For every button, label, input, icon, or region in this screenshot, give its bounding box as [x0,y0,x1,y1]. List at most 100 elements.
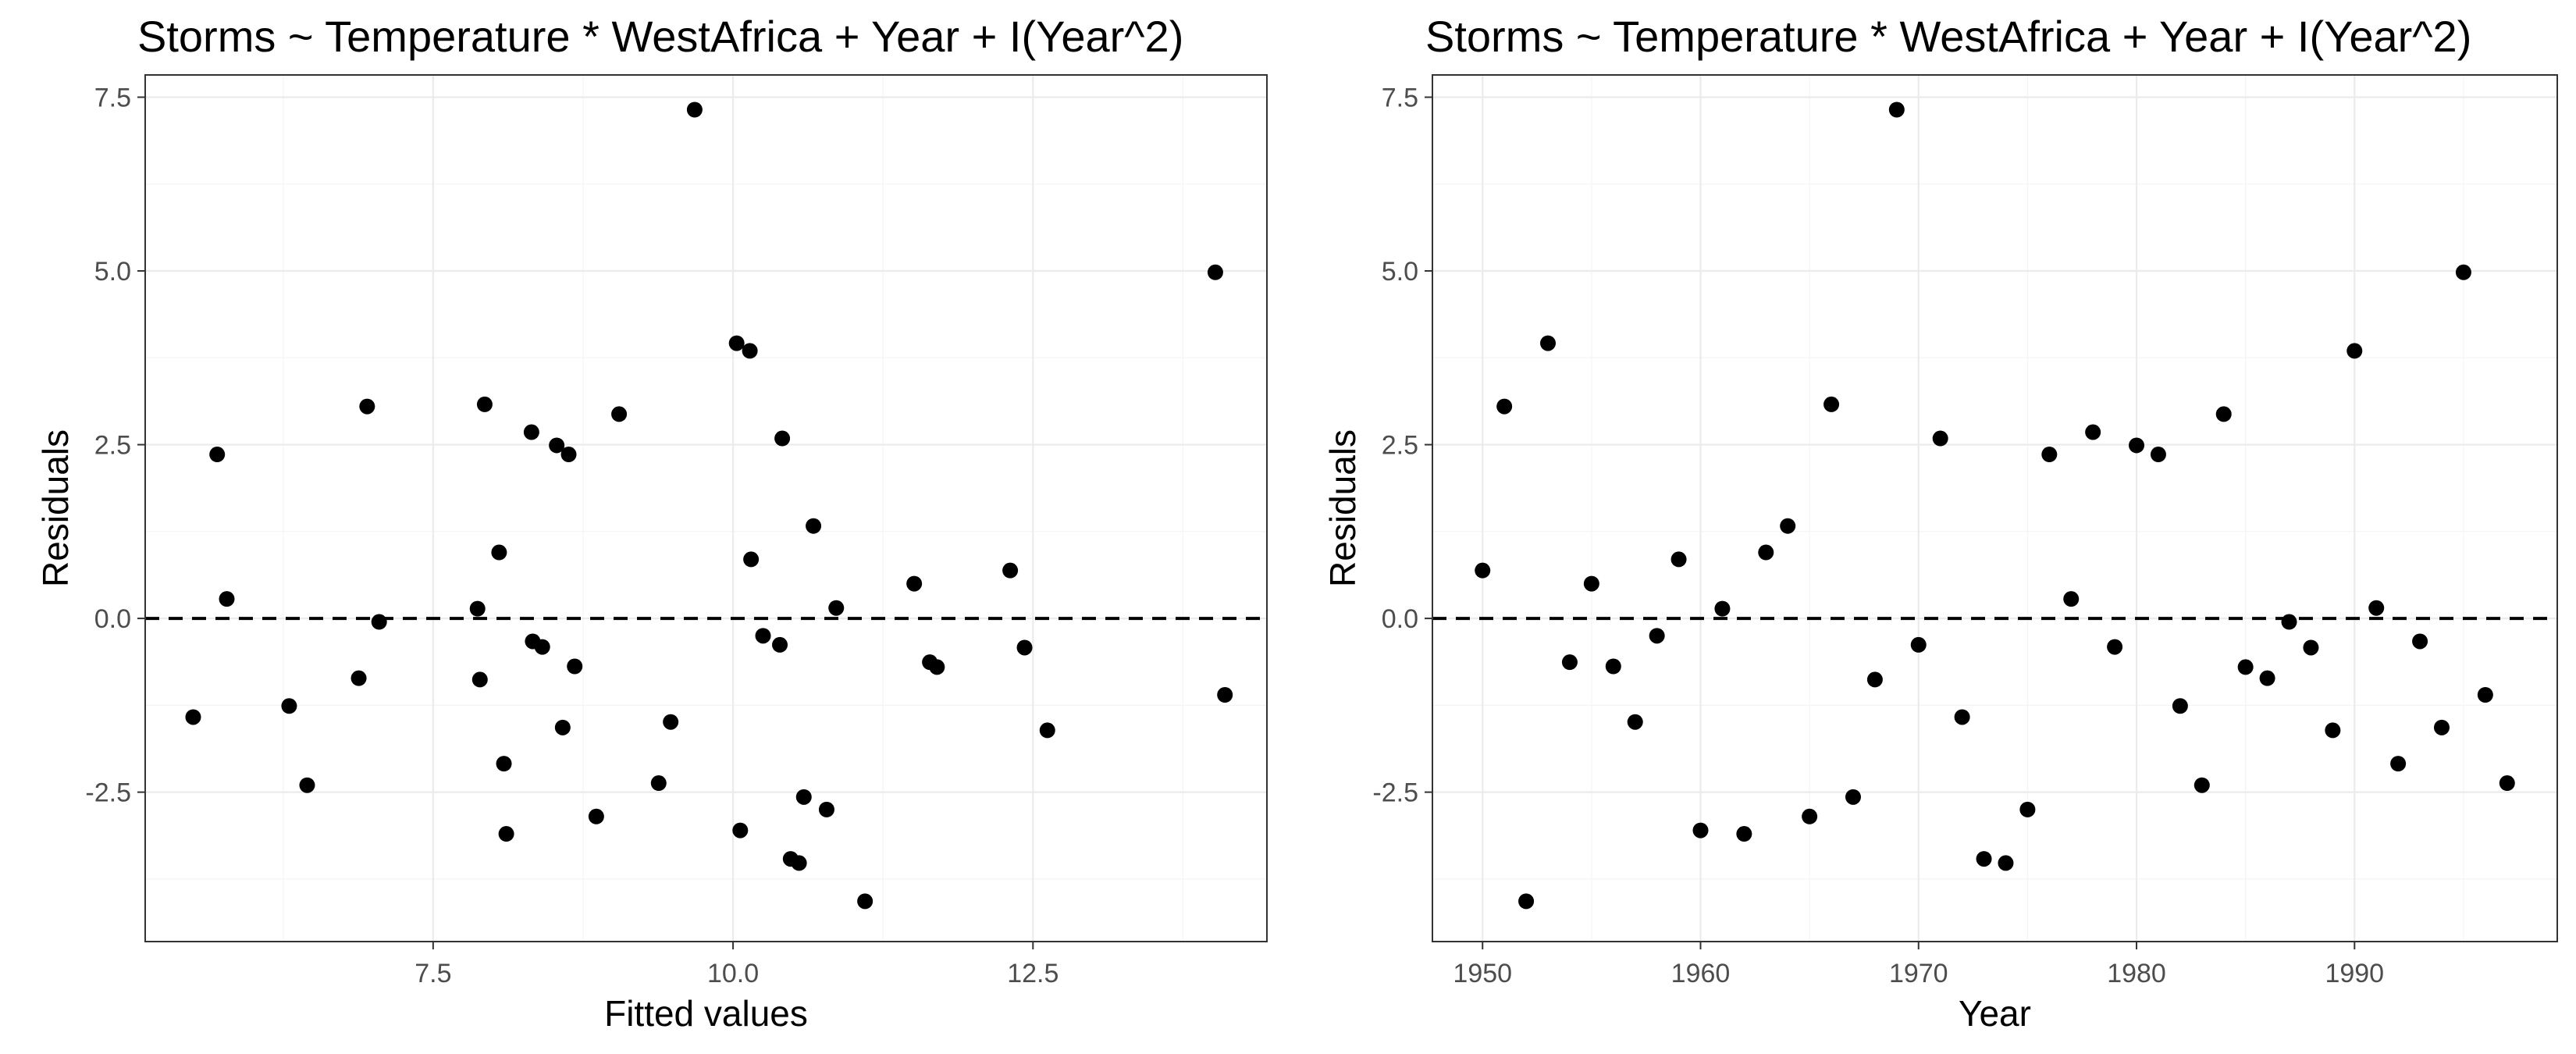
data-point [2085,424,2101,440]
data-point [806,518,822,534]
data-point [560,447,577,463]
data-point [2433,719,2450,735]
y-tick-label: -2.5 [85,778,131,808]
data-point [498,826,514,842]
data-point [469,600,486,617]
data-point [1976,851,1992,867]
y-axis-label: Residuals [1322,429,1363,587]
x-tick-label: 1980 [2107,959,2166,988]
panel-title: Storms ~ Temperature * WestAfrica + Year… [1425,12,2471,61]
data-point [1475,562,1491,579]
data-point [523,424,539,440]
data-point [857,893,873,910]
data-point [185,709,201,725]
data-point [2215,406,2232,422]
data-point [2150,447,2166,463]
data-point [2041,447,2058,463]
data-point [774,430,791,447]
y-axis-label: Residuals [35,429,76,587]
data-point [1039,722,1055,739]
data-point [686,101,703,118]
data-point [2477,687,2493,703]
data-point [2129,437,2145,454]
x-tick-label: 1990 [2325,959,2384,988]
data-point [611,406,628,422]
data-point [1207,264,1223,280]
data-point [2390,756,2407,772]
data-point [1540,335,1557,351]
data-point [1866,671,1883,688]
data-point [828,600,845,616]
y-tick-label: 0.0 [94,604,131,634]
data-point [1823,396,1840,412]
y-tick-label: 0.0 [1382,604,1418,634]
data-point [743,551,760,568]
year-panel: Storms ~ Temperature * WestAfrica + Year… [1322,12,2558,1034]
x-tick-label: 7.5 [415,959,451,988]
data-point [534,639,550,655]
x-axis-label: Fitted values [604,993,808,1034]
x-tick-label: 1970 [1889,959,1948,988]
data-point [1016,639,1033,656]
y-tick-label: -2.5 [1372,778,1418,808]
data-point [2194,777,2210,793]
data-point [209,447,226,463]
data-point [2237,659,2254,675]
x-axis-label: Year [1959,993,2031,1034]
data-point [772,636,788,653]
data-point [1561,654,1578,671]
data-point [929,659,945,675]
data-point [2412,633,2428,650]
data-point [1217,687,1233,703]
data-point [554,719,571,735]
data-point [476,396,493,412]
data-point [2325,722,2341,739]
data-point [1932,430,1948,447]
data-point [588,808,604,824]
data-point [549,437,565,454]
data-point [795,789,812,805]
data-point [1496,398,1513,415]
data-point [728,335,745,351]
y-tick-label: 2.5 [1382,431,1418,461]
data-point [281,698,297,714]
data-point [1605,658,1621,675]
y-tick-label: 7.5 [1382,83,1418,112]
data-point [1714,600,1731,617]
plot-frame [144,74,1268,942]
data-point [1954,709,1970,725]
data-point [742,343,758,359]
data-point [1910,636,1927,653]
data-point [2347,343,2363,359]
data-point [906,575,923,592]
data-point [2368,600,2385,616]
data-point [1670,551,1687,568]
data-point [496,756,512,772]
data-point [755,628,771,644]
data-point [663,714,679,730]
data-point [2172,698,2188,714]
data-point [299,777,315,793]
y-tick-label: 5.0 [1382,257,1418,287]
data-point [2303,639,2319,656]
data-point [359,398,375,415]
data-point [491,544,507,561]
data-point [1845,789,1861,805]
data-point [350,670,367,686]
data-point [1758,544,1774,561]
data-point [1888,101,1905,118]
data-point [1692,822,1709,839]
data-point [471,671,488,688]
data-point [2455,264,2471,280]
y-tick-label: 7.5 [94,83,131,112]
panel-title: Storms ~ Temperature * WestAfrica + Year… [137,12,1183,61]
data-point [2259,670,2275,686]
y-tick-label: 5.0 [94,257,131,287]
data-point [2019,801,2036,817]
data-point [2063,591,2080,607]
x-tick-label: 1950 [1453,959,1512,988]
data-point [2107,639,2123,655]
x-tick-label: 12.5 [1007,959,1059,988]
data-point [567,658,583,675]
